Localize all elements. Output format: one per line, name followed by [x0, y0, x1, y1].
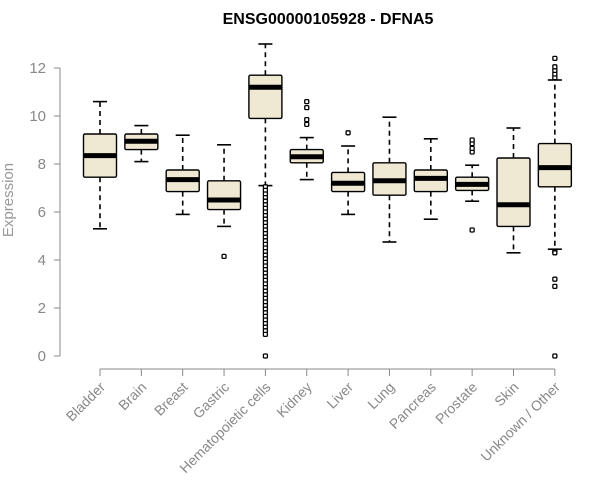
y-tick-label: 0	[38, 348, 46, 365]
outlier-point	[345, 130, 351, 136]
outlier-point	[304, 116, 310, 123]
outlier-point	[552, 55, 558, 62]
box-iqr	[248, 74, 283, 120]
box-bladder	[82, 100, 118, 230]
x-tick-label: Breast	[151, 379, 191, 419]
x-tick-label: Brain	[115, 379, 149, 413]
outlier-point	[304, 98, 310, 105]
y-axis-label: Expression	[0, 163, 17, 237]
x-tick-label: Bladder	[63, 379, 109, 425]
box-gastric	[206, 144, 242, 260]
x-tick-label: Prostate	[432, 379, 480, 427]
box-hematopoietic-cells	[248, 43, 283, 359]
y-tick-label: 2	[38, 300, 46, 317]
y-tick-label: 12	[29, 60, 46, 77]
outlier-point	[221, 253, 227, 260]
x-tick-label: Lung	[364, 379, 397, 412]
y-tick-label: 4	[38, 252, 46, 269]
box-iqr	[206, 180, 242, 211]
outlier-point	[304, 104, 310, 111]
box-prostate	[454, 137, 490, 233]
box-kidney	[289, 98, 324, 181]
outlier-point	[304, 121, 310, 128]
outlier-point	[469, 145, 475, 152]
outlier-point	[552, 64, 558, 70]
box-unknown-other	[537, 55, 573, 359]
outlier-point	[552, 353, 558, 359]
x-tick-label: Liver	[323, 379, 356, 412]
chart-title: ENSG00000105928 - DFNA5	[223, 11, 434, 28]
box-liver	[330, 130, 366, 216]
box-lung	[372, 116, 407, 243]
y-tick-label: 10	[29, 108, 46, 125]
box-breast	[165, 134, 200, 216]
outlier-point	[262, 353, 269, 359]
box-skin	[496, 127, 531, 254]
boxes	[82, 43, 573, 359]
y-tick-label: 6	[38, 204, 46, 221]
box-iqr	[496, 157, 531, 228]
outlier-point	[552, 283, 558, 290]
y-tick-label: 8	[38, 156, 46, 173]
x-tick-label: Kidney	[273, 379, 315, 421]
box-brain	[124, 124, 159, 163]
outlier-point	[552, 276, 558, 282]
outlier-point	[552, 250, 558, 256]
outlier-point	[262, 331, 269, 338]
box-pancreas	[413, 138, 448, 220]
outlier-point	[469, 227, 475, 233]
y-axis: 0 2 4 6 8 10 12	[29, 60, 61, 365]
outlier-point	[469, 137, 475, 143]
x-tick-label: Skin	[491, 379, 522, 410]
